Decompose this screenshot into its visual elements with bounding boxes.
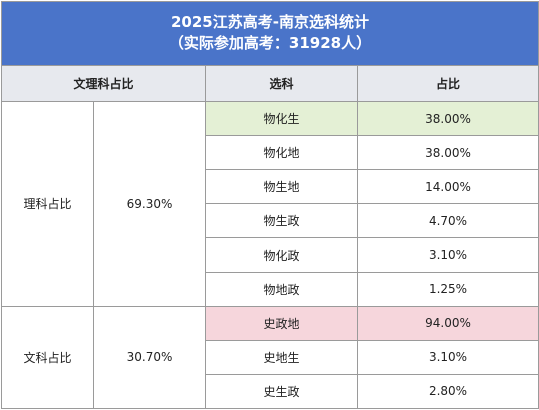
subject-cell: 物化政 bbox=[205, 237, 358, 273]
table-row: 物化地 38.00% bbox=[2, 135, 539, 171]
table-row: 理科占比 69.30% 物化生 38.00% bbox=[1, 101, 539, 307]
ratio-cell: 3.10% bbox=[357, 339, 539, 375]
ratio-cell: 3.10% bbox=[357, 237, 539, 273]
ratio-cell: 14.00% bbox=[357, 169, 539, 205]
group-label-science: 理科占比 bbox=[1, 101, 94, 307]
header-row: 文理科占比 选科 占比 bbox=[1, 64, 539, 103]
title-line-1: 2025江苏高考-南京选科统计 bbox=[171, 13, 369, 32]
table-row: 文科占比 30.70% 史政地 94.00% bbox=[1, 305, 539, 410]
subject-cell: 史政地 bbox=[205, 305, 358, 341]
ratio-cell: 38.00% bbox=[357, 101, 539, 137]
group-percent-science: 69.30% bbox=[93, 101, 206, 307]
group-percent-arts: 30.70% bbox=[93, 305, 206, 410]
subject-cell: 物化生 bbox=[205, 101, 358, 137]
table-row: 物生地 14.00% bbox=[2, 169, 539, 205]
subject-cell: 物生地 bbox=[205, 169, 358, 205]
ratio-cell: 94.00% bbox=[357, 305, 539, 341]
table-row: 史生政 2.80% bbox=[2, 373, 539, 410]
header-category: 文理科占比 bbox=[1, 64, 206, 103]
group-label-arts: 文科占比 bbox=[1, 305, 94, 410]
ratio-cell: 1.25% bbox=[357, 271, 539, 307]
ratio-cell: 4.70% bbox=[357, 203, 539, 239]
ratio-cell: 2.80% bbox=[357, 373, 539, 410]
header-ratio: 占比 bbox=[357, 64, 539, 103]
title-line-2: （实际参加高考：31928人） bbox=[168, 34, 372, 53]
title-cell: 2025江苏高考-南京选科统计 （实际参加高考：31928人） bbox=[1, 1, 539, 66]
subject-cell: 物生政 bbox=[205, 203, 358, 239]
subject-cell: 史生政 bbox=[205, 373, 358, 410]
header-subject: 选科 bbox=[205, 64, 358, 103]
subject-cell: 物化地 bbox=[205, 135, 358, 171]
title-row: 2025江苏高考-南京选科统计 （实际参加高考：31928人） bbox=[1, 1, 539, 66]
subject-cell: 史地生 bbox=[205, 339, 358, 375]
table-row: 史地生 3.10% bbox=[2, 339, 539, 375]
ratio-cell: 38.00% bbox=[357, 135, 539, 171]
subject-cell: 物地政 bbox=[205, 271, 358, 307]
table-row: 物化政 3.10% bbox=[2, 237, 539, 273]
table-row: 物地政 1.25% bbox=[2, 271, 539, 307]
table-row: 物生政 4.70% bbox=[2, 203, 539, 239]
